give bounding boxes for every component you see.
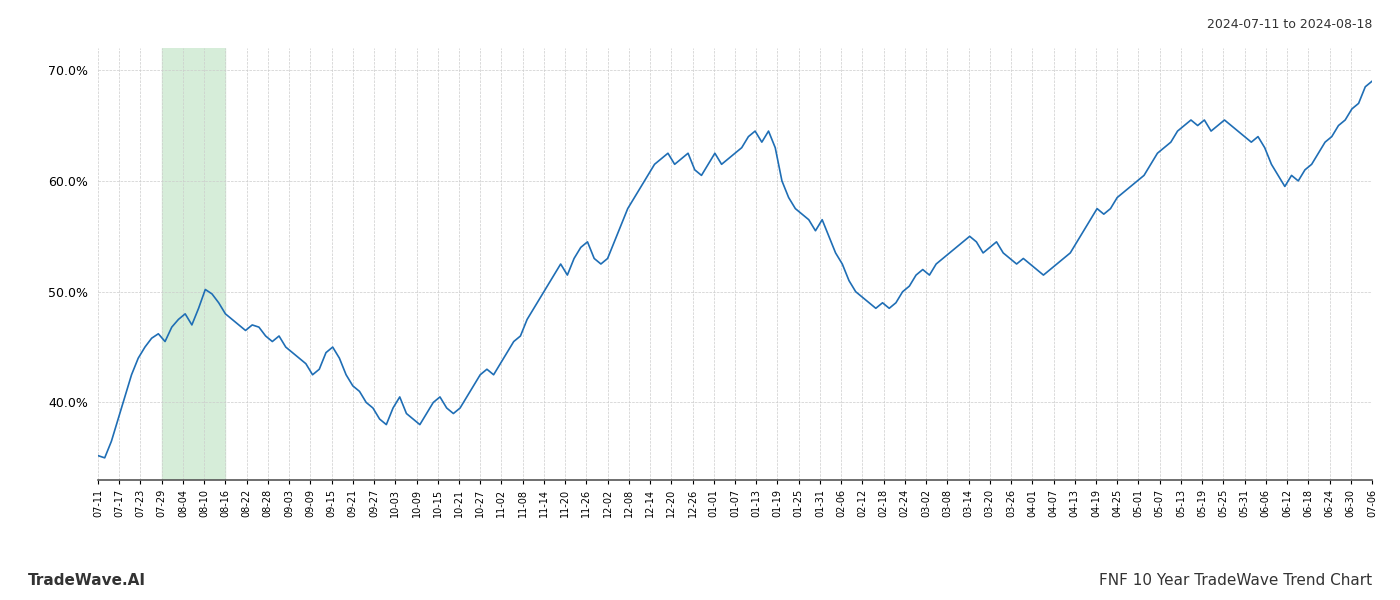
- Text: TradeWave.AI: TradeWave.AI: [28, 573, 146, 588]
- Text: FNF 10 Year TradeWave Trend Chart: FNF 10 Year TradeWave Trend Chart: [1099, 573, 1372, 588]
- Text: 2024-07-11 to 2024-08-18: 2024-07-11 to 2024-08-18: [1207, 18, 1372, 31]
- Bar: [162, 48, 225, 480]
